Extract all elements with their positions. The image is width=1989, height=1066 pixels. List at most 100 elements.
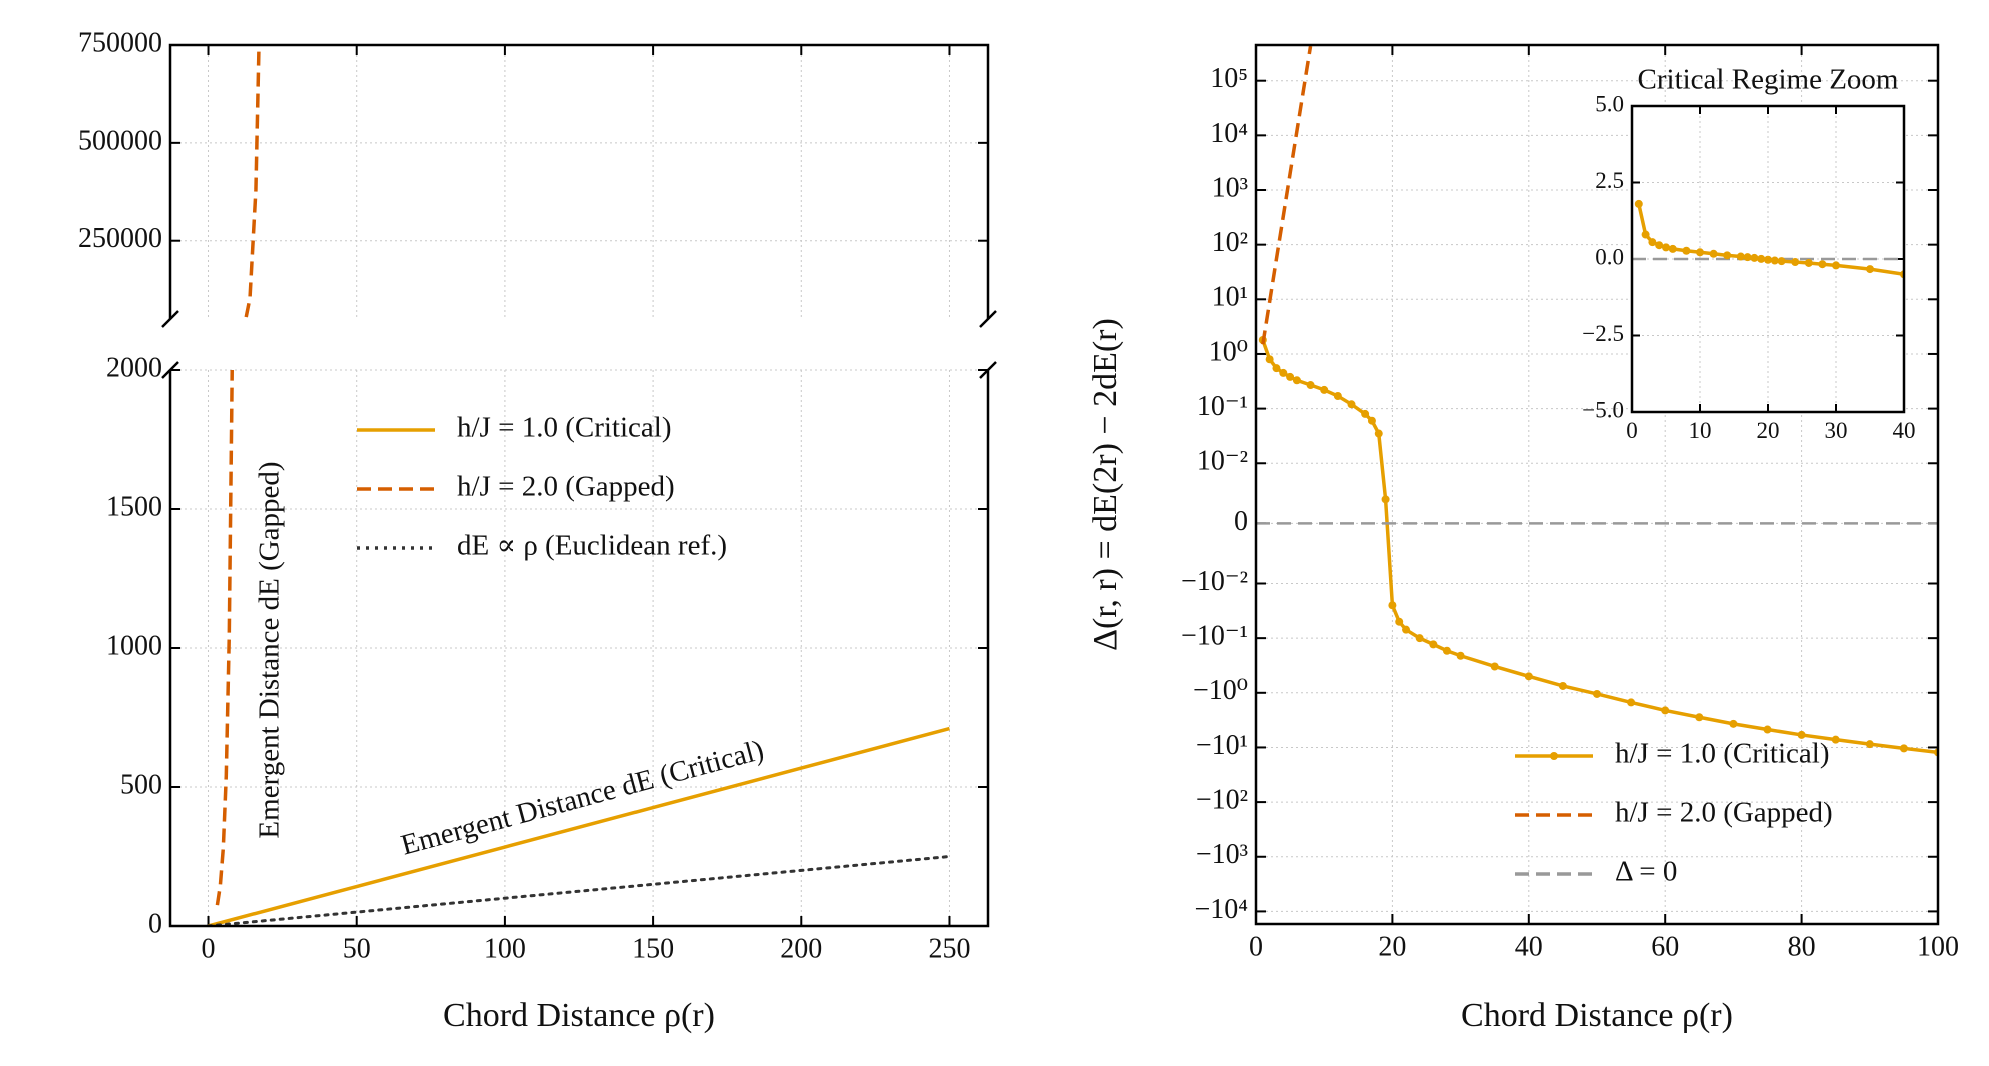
y-tick-label: 10³ bbox=[1212, 172, 1248, 203]
axis-frame bbox=[168, 43, 990, 319]
x-tick-label: 0 bbox=[1249, 932, 1263, 963]
marker bbox=[1634, 199, 1643, 208]
x-tick-label: 20 bbox=[1378, 932, 1406, 963]
marker bbox=[1279, 368, 1288, 377]
y-tick-label: 10² bbox=[1212, 227, 1248, 258]
x-tick-label: 100 bbox=[484, 934, 526, 965]
series bbox=[208, 726, 950, 926]
marker bbox=[1381, 495, 1390, 504]
y-tick-label: 1500 bbox=[106, 491, 162, 522]
y-tick-label: 10⁻¹ bbox=[1197, 391, 1248, 422]
marker bbox=[1709, 249, 1718, 258]
line bbox=[207, 855, 951, 926]
legend-label: h/J = 2.0 (Gapped) bbox=[457, 471, 675, 503]
x-tick-label: 60 bbox=[1651, 932, 1679, 963]
annotation: Emergent Distance dE (Gapped) bbox=[254, 461, 286, 838]
marker bbox=[1696, 248, 1704, 257]
y-tick-label: 750000 bbox=[78, 27, 162, 58]
y-tick-label: 2000 bbox=[106, 352, 162, 383]
marker bbox=[1374, 429, 1383, 438]
legend-marker bbox=[1550, 752, 1558, 760]
axis-frame bbox=[1254, 43, 1940, 926]
legend-label: Δ = 0 bbox=[1615, 856, 1677, 888]
marker bbox=[1490, 662, 1499, 671]
y-tick-label: 0 bbox=[1234, 506, 1248, 537]
y-tick-label: −10⁰ bbox=[1193, 675, 1248, 706]
line bbox=[208, 726, 950, 926]
x-axis-label: Chord Distance ρ(r) bbox=[443, 997, 715, 1034]
marker bbox=[1456, 651, 1465, 660]
marker bbox=[1524, 672, 1533, 681]
marker bbox=[1292, 376, 1301, 385]
x-tick-label: 250 bbox=[928, 934, 970, 965]
marker bbox=[1750, 253, 1759, 262]
marker bbox=[1265, 355, 1274, 364]
marker bbox=[1818, 260, 1827, 269]
marker bbox=[1655, 241, 1664, 250]
series bbox=[1634, 199, 1904, 279]
marker bbox=[1320, 385, 1329, 394]
marker bbox=[1668, 244, 1677, 253]
series bbox=[1261, 45, 1313, 345]
legend-label: h/J = 1.0 (Critical) bbox=[457, 412, 671, 444]
marker bbox=[1415, 634, 1424, 643]
legend-label: h/J = 1.0 (Critical) bbox=[1615, 738, 1829, 770]
legend-label: h/J = 2.0 (Gapped) bbox=[1615, 797, 1833, 829]
marker bbox=[1333, 392, 1342, 401]
y-tick-label: −10³ bbox=[1196, 839, 1248, 870]
marker bbox=[1641, 230, 1650, 239]
x-axis-label: Chord Distance ρ(r) bbox=[1461, 997, 1733, 1034]
marker bbox=[1832, 261, 1840, 270]
marker bbox=[1395, 617, 1404, 626]
marker bbox=[1763, 725, 1772, 734]
x-tick-label: 50 bbox=[343, 934, 371, 965]
y-tick-label: 0 bbox=[148, 908, 162, 939]
y-tick-label: −5.0 bbox=[1582, 397, 1624, 422]
y-tick-label: 10⁻² bbox=[1197, 446, 1248, 477]
marker bbox=[1899, 744, 1908, 753]
x-tick-label: 10 bbox=[1689, 418, 1712, 443]
axis-frame bbox=[1630, 104, 1906, 414]
y-tick-label: 1000 bbox=[106, 630, 162, 661]
marker bbox=[1367, 416, 1376, 425]
marker bbox=[1648, 238, 1657, 247]
y-tick-label: 10⁵ bbox=[1210, 63, 1248, 94]
x-tick-label: 0 bbox=[1626, 418, 1638, 443]
marker bbox=[1764, 255, 1772, 264]
marker bbox=[1361, 409, 1370, 418]
marker bbox=[1347, 400, 1356, 409]
marker bbox=[1388, 601, 1397, 610]
x-tick-label: 0 bbox=[202, 934, 216, 965]
x-tick-label: 150 bbox=[632, 934, 674, 965]
y-tick-label: 10¹ bbox=[1212, 282, 1248, 313]
marker bbox=[1866, 265, 1874, 274]
y-tick-label: −2.5 bbox=[1582, 321, 1624, 346]
marker bbox=[1661, 706, 1670, 715]
marker bbox=[1804, 258, 1813, 267]
marker bbox=[1662, 243, 1670, 252]
x-tick-label: 100 bbox=[1917, 932, 1959, 963]
series bbox=[207, 855, 951, 926]
y-tick-label: −10⁻¹ bbox=[1181, 621, 1248, 652]
x-tick-label: 200 bbox=[780, 934, 822, 965]
marker bbox=[1791, 258, 1800, 267]
marker bbox=[1743, 253, 1752, 262]
y-tick-label: 5.0 bbox=[1595, 91, 1624, 116]
y-tick-label: 0.0 bbox=[1595, 244, 1624, 269]
marker bbox=[1695, 713, 1704, 722]
x-tick-label: 40 bbox=[1893, 418, 1916, 443]
marker bbox=[1286, 372, 1295, 381]
y-tick-label: −10⁻² bbox=[1181, 566, 1248, 597]
marker bbox=[1306, 381, 1315, 390]
line bbox=[215, 370, 234, 906]
x-tick-label: 30 bbox=[1825, 418, 1848, 443]
series bbox=[215, 370, 234, 906]
marker bbox=[1429, 640, 1438, 649]
marker bbox=[1757, 254, 1766, 263]
marker bbox=[1831, 735, 1840, 744]
marker bbox=[1558, 681, 1567, 690]
y-tick-label: 500 bbox=[120, 769, 162, 800]
marker bbox=[1865, 740, 1874, 749]
x-tick-label: 80 bbox=[1788, 932, 1816, 963]
